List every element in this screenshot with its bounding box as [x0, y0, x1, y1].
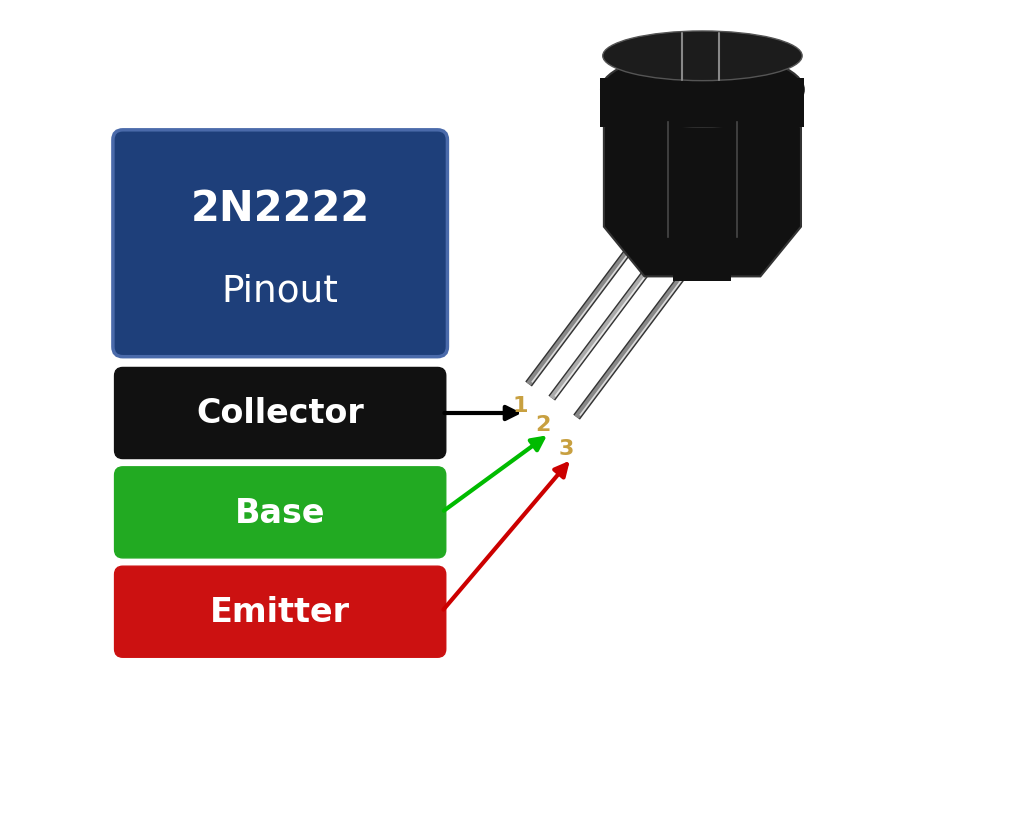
Text: Collector: Collector: [197, 397, 365, 430]
Ellipse shape: [603, 32, 802, 82]
FancyBboxPatch shape: [115, 368, 445, 459]
Text: Pinout: Pinout: [222, 274, 339, 309]
Polygon shape: [604, 79, 801, 277]
FancyBboxPatch shape: [600, 79, 805, 128]
Text: 2N2222: 2N2222: [190, 188, 370, 230]
FancyBboxPatch shape: [674, 264, 731, 282]
Text: Base: Base: [234, 496, 326, 529]
Text: Emitter: Emitter: [210, 595, 350, 629]
FancyBboxPatch shape: [115, 566, 445, 657]
FancyBboxPatch shape: [113, 131, 447, 357]
FancyBboxPatch shape: [115, 467, 445, 558]
Text: 1: 1: [513, 395, 528, 415]
Text: 2: 2: [535, 414, 550, 434]
Ellipse shape: [601, 53, 804, 127]
Text: 3: 3: [558, 438, 573, 458]
